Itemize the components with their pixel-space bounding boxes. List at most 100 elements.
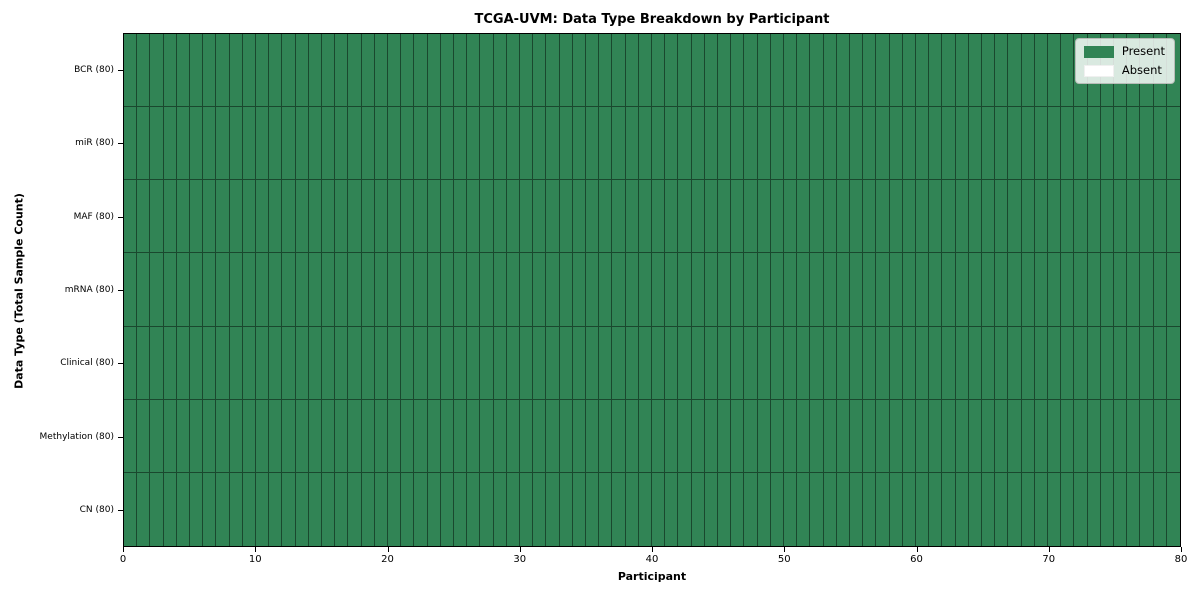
heatmap-cell <box>863 253 877 327</box>
heatmap-cell <box>1100 253 1114 327</box>
heatmap-cell <box>625 180 639 254</box>
heatmap-cell <box>374 326 388 400</box>
heatmap-cell <box>929 472 943 546</box>
heatmap-cell <box>731 34 745 108</box>
heatmap-cell <box>836 253 850 327</box>
heatmap-cell <box>810 107 824 181</box>
heatmap-cell <box>203 253 217 327</box>
heatmap-cell <box>1166 180 1180 254</box>
heatmap-cell <box>533 472 547 546</box>
heatmap-cell <box>599 107 613 181</box>
heatmap-cell <box>849 180 864 254</box>
heatmap-cell <box>255 34 270 108</box>
heatmap-cell <box>1047 180 1062 254</box>
heatmap-cell <box>717 326 732 400</box>
heatmap-cell <box>387 399 402 473</box>
heatmap-cell <box>810 326 824 400</box>
heatmap-cell <box>744 180 758 254</box>
heatmap-cell <box>705 472 718 546</box>
x-tick-label: 40 <box>645 554 659 565</box>
heatmap-cell <box>308 107 322 181</box>
heatmap-cell <box>902 107 916 181</box>
heatmap-cell <box>942 326 956 400</box>
heatmap-cell <box>876 472 890 546</box>
heatmap-cell <box>612 326 626 400</box>
heatmap-cell <box>480 399 494 473</box>
heatmap-cell <box>361 107 375 181</box>
heatmap-cell <box>823 399 837 473</box>
heatmap-cell <box>295 253 309 327</box>
heatmap-cell <box>506 107 520 181</box>
heatmap-cell <box>678 399 692 473</box>
heatmap-cell <box>150 472 164 546</box>
heatmap-cell <box>282 326 296 400</box>
heatmap-cell <box>995 107 1009 181</box>
heatmap-cell <box>1113 399 1128 473</box>
heatmap-cell <box>190 472 204 546</box>
heatmap-cell <box>308 253 322 327</box>
y-tick-mark <box>118 510 123 512</box>
heatmap-cell <box>717 34 732 108</box>
heatmap-cell <box>810 253 824 327</box>
heatmap-cell <box>203 472 217 546</box>
heatmap-cell <box>612 253 626 327</box>
heatmap-cell <box>573 472 586 546</box>
heatmap-cell <box>903 472 916 546</box>
heatmap-cell <box>387 107 402 181</box>
heatmap-cell <box>163 253 177 327</box>
heatmap-cell <box>1074 107 1088 181</box>
heatmap-cell <box>704 180 718 254</box>
heatmap-cell <box>506 34 520 108</box>
legend-label: Absent <box>1121 63 1162 77</box>
y-axis-label: Data Type (Total Sample Count) <box>12 193 26 389</box>
heatmap-cell <box>269 472 283 546</box>
heatmap-cell <box>163 34 177 108</box>
y-tick-label: CN (80) <box>79 505 114 516</box>
heatmap-cell <box>1021 399 1035 473</box>
heatmap-cell <box>1087 180 1101 254</box>
heatmap-cell <box>308 326 322 400</box>
heatmap-cell <box>1061 399 1075 473</box>
heatmap-cell <box>704 326 718 400</box>
heatmap-cell <box>335 472 349 546</box>
heatmap-cell <box>1153 399 1167 473</box>
heatmap-cell <box>981 253 996 327</box>
heatmap-grid <box>124 34 1180 546</box>
heatmap-cell <box>559 326 573 400</box>
heatmap-cell <box>137 253 151 327</box>
heatmap-cell <box>915 180 930 254</box>
heatmap-cell <box>704 107 718 181</box>
heatmap-cell <box>1087 253 1101 327</box>
heatmap-cell <box>981 326 996 400</box>
heatmap-cell <box>176 253 190 327</box>
heatmap-cell <box>651 107 666 181</box>
heatmap-cell <box>929 399 943 473</box>
heatmap-cell <box>585 253 600 327</box>
heatmap-cell <box>375 472 388 546</box>
heatmap-cell <box>770 107 784 181</box>
heatmap-cell <box>440 107 454 181</box>
heatmap-cell <box>176 107 190 181</box>
heatmap-cell <box>783 107 798 181</box>
heatmap-cell <box>480 472 494 546</box>
heatmap-cell <box>678 107 692 181</box>
heatmap-cell <box>1034 180 1048 254</box>
heatmap-cell <box>638 253 652 327</box>
heatmap-cell <box>177 472 190 546</box>
heatmap-cell <box>691 253 705 327</box>
heatmap-cell <box>665 326 679 400</box>
heatmap-cell <box>189 180 204 254</box>
heatmap-cell <box>401 34 415 108</box>
heatmap-cell <box>255 399 270 473</box>
heatmap-cell <box>968 180 982 254</box>
heatmap-cell <box>137 472 151 546</box>
heatmap-cell <box>163 107 177 181</box>
heatmap-cell <box>981 107 996 181</box>
heatmap-cell <box>269 253 283 327</box>
heatmap-cell <box>651 399 666 473</box>
heatmap-cell <box>494 472 507 546</box>
heatmap-cell <box>216 472 230 546</box>
heatmap-cell <box>1114 472 1128 546</box>
heatmap-cell <box>955 180 969 254</box>
